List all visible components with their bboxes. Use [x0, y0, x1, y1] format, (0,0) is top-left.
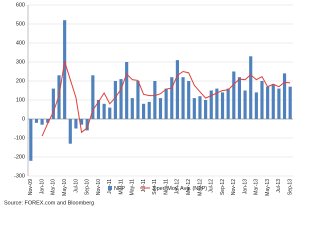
legend-label: 3 per. Mov. Avg. (NFP)	[152, 186, 207, 192]
bar	[102, 103, 106, 119]
x-tick-label: Sep-13	[288, 179, 294, 195]
bar	[79, 119, 84, 125]
bar	[220, 92, 225, 119]
y-tick-label: 0	[22, 116, 25, 122]
moving-average-line	[41, 61, 291, 137]
bar	[51, 88, 55, 119]
legend-label: NFP	[114, 186, 125, 192]
bar	[108, 107, 112, 119]
x-tick-label: Jul-13	[276, 179, 282, 193]
x-tick-label: Mar-12	[186, 179, 192, 195]
bar	[91, 75, 95, 119]
bar	[158, 98, 163, 119]
y-tick-label: 300	[16, 59, 25, 65]
bar	[249, 56, 253, 119]
bar	[175, 60, 179, 119]
x-tick-label: Jan-12	[175, 179, 181, 195]
bar	[147, 101, 151, 119]
y-tick-label: -300	[14, 173, 25, 179]
x-tick-label: May-10	[62, 179, 68, 196]
x-tick-label: Jul-12	[209, 179, 215, 193]
x-tick-label: Jan-10	[39, 179, 45, 195]
x-tick-label: Mar-10	[51, 179, 57, 195]
bar	[181, 77, 185, 119]
x-tick-label: May-12	[197, 179, 203, 196]
bar	[40, 119, 44, 125]
bar	[226, 88, 230, 119]
bar	[164, 88, 168, 119]
bar	[209, 90, 213, 119]
x-tick-label: Mar-13	[254, 179, 260, 195]
bar	[46, 119, 50, 123]
source-note: Source: FOREX.com and Bloomberg	[4, 200, 94, 206]
y-tick-label: 500	[16, 21, 25, 27]
bar	[119, 79, 123, 119]
y-tick-label: 400	[16, 40, 25, 46]
bar	[85, 119, 89, 131]
x-tick-label: Sep-11	[152, 179, 158, 195]
x-tick-label: May-11	[130, 179, 136, 196]
bar	[288, 86, 292, 119]
bar	[130, 98, 134, 119]
bar	[153, 81, 157, 119]
bar	[142, 103, 146, 119]
y-tick-label: 100	[16, 97, 25, 103]
bar	[136, 81, 140, 119]
bar	[254, 92, 258, 119]
bar	[74, 119, 78, 129]
page: {"chart_data": {"type": "bar-line", "cat…	[4, 2, 294, 207]
bar	[63, 20, 67, 120]
bar	[266, 86, 270, 119]
chart: Source: FOREX.com and Bloomberg -300 -200…	[4, 2, 294, 206]
y-tick-label: 600	[16, 2, 25, 8]
bar	[113, 81, 117, 119]
y-tick-label: 200	[16, 78, 25, 84]
bar	[170, 77, 174, 119]
bar	[260, 81, 264, 119]
x-tick-label: Mar-11	[118, 179, 124, 195]
bar	[198, 96, 202, 119]
bar	[29, 119, 33, 161]
bar	[96, 100, 101, 119]
bar	[237, 77, 242, 119]
bar	[232, 71, 236, 119]
x-tick-label: Sep-10	[85, 179, 91, 195]
x-tick-label: Jul-10	[73, 179, 79, 193]
legend-swatch	[108, 186, 112, 190]
bar	[34, 119, 39, 123]
bar	[282, 73, 287, 119]
y-tick-label: -100	[14, 135, 25, 141]
bar	[277, 88, 281, 119]
bar	[68, 119, 72, 144]
bar	[215, 88, 219, 119]
x-tick-label: Nov-10	[96, 179, 102, 195]
bar	[125, 62, 129, 119]
x-tick-label: Nov-11	[163, 179, 169, 195]
bar	[192, 98, 196, 119]
x-tick-label: Sep-12	[220, 179, 226, 195]
bar	[204, 100, 208, 119]
bar	[243, 90, 247, 119]
bar	[271, 84, 275, 119]
x-tick-label: May-13	[265, 179, 271, 196]
x-tick-label: Nov-12	[231, 179, 237, 195]
x-tick-label: Jan-13	[242, 179, 248, 195]
x-tick-label: Nov-09	[28, 179, 34, 195]
y-tick-label: -200	[14, 154, 25, 160]
x-tick-label: Jul-11	[141, 179, 147, 192]
bar	[187, 81, 191, 119]
